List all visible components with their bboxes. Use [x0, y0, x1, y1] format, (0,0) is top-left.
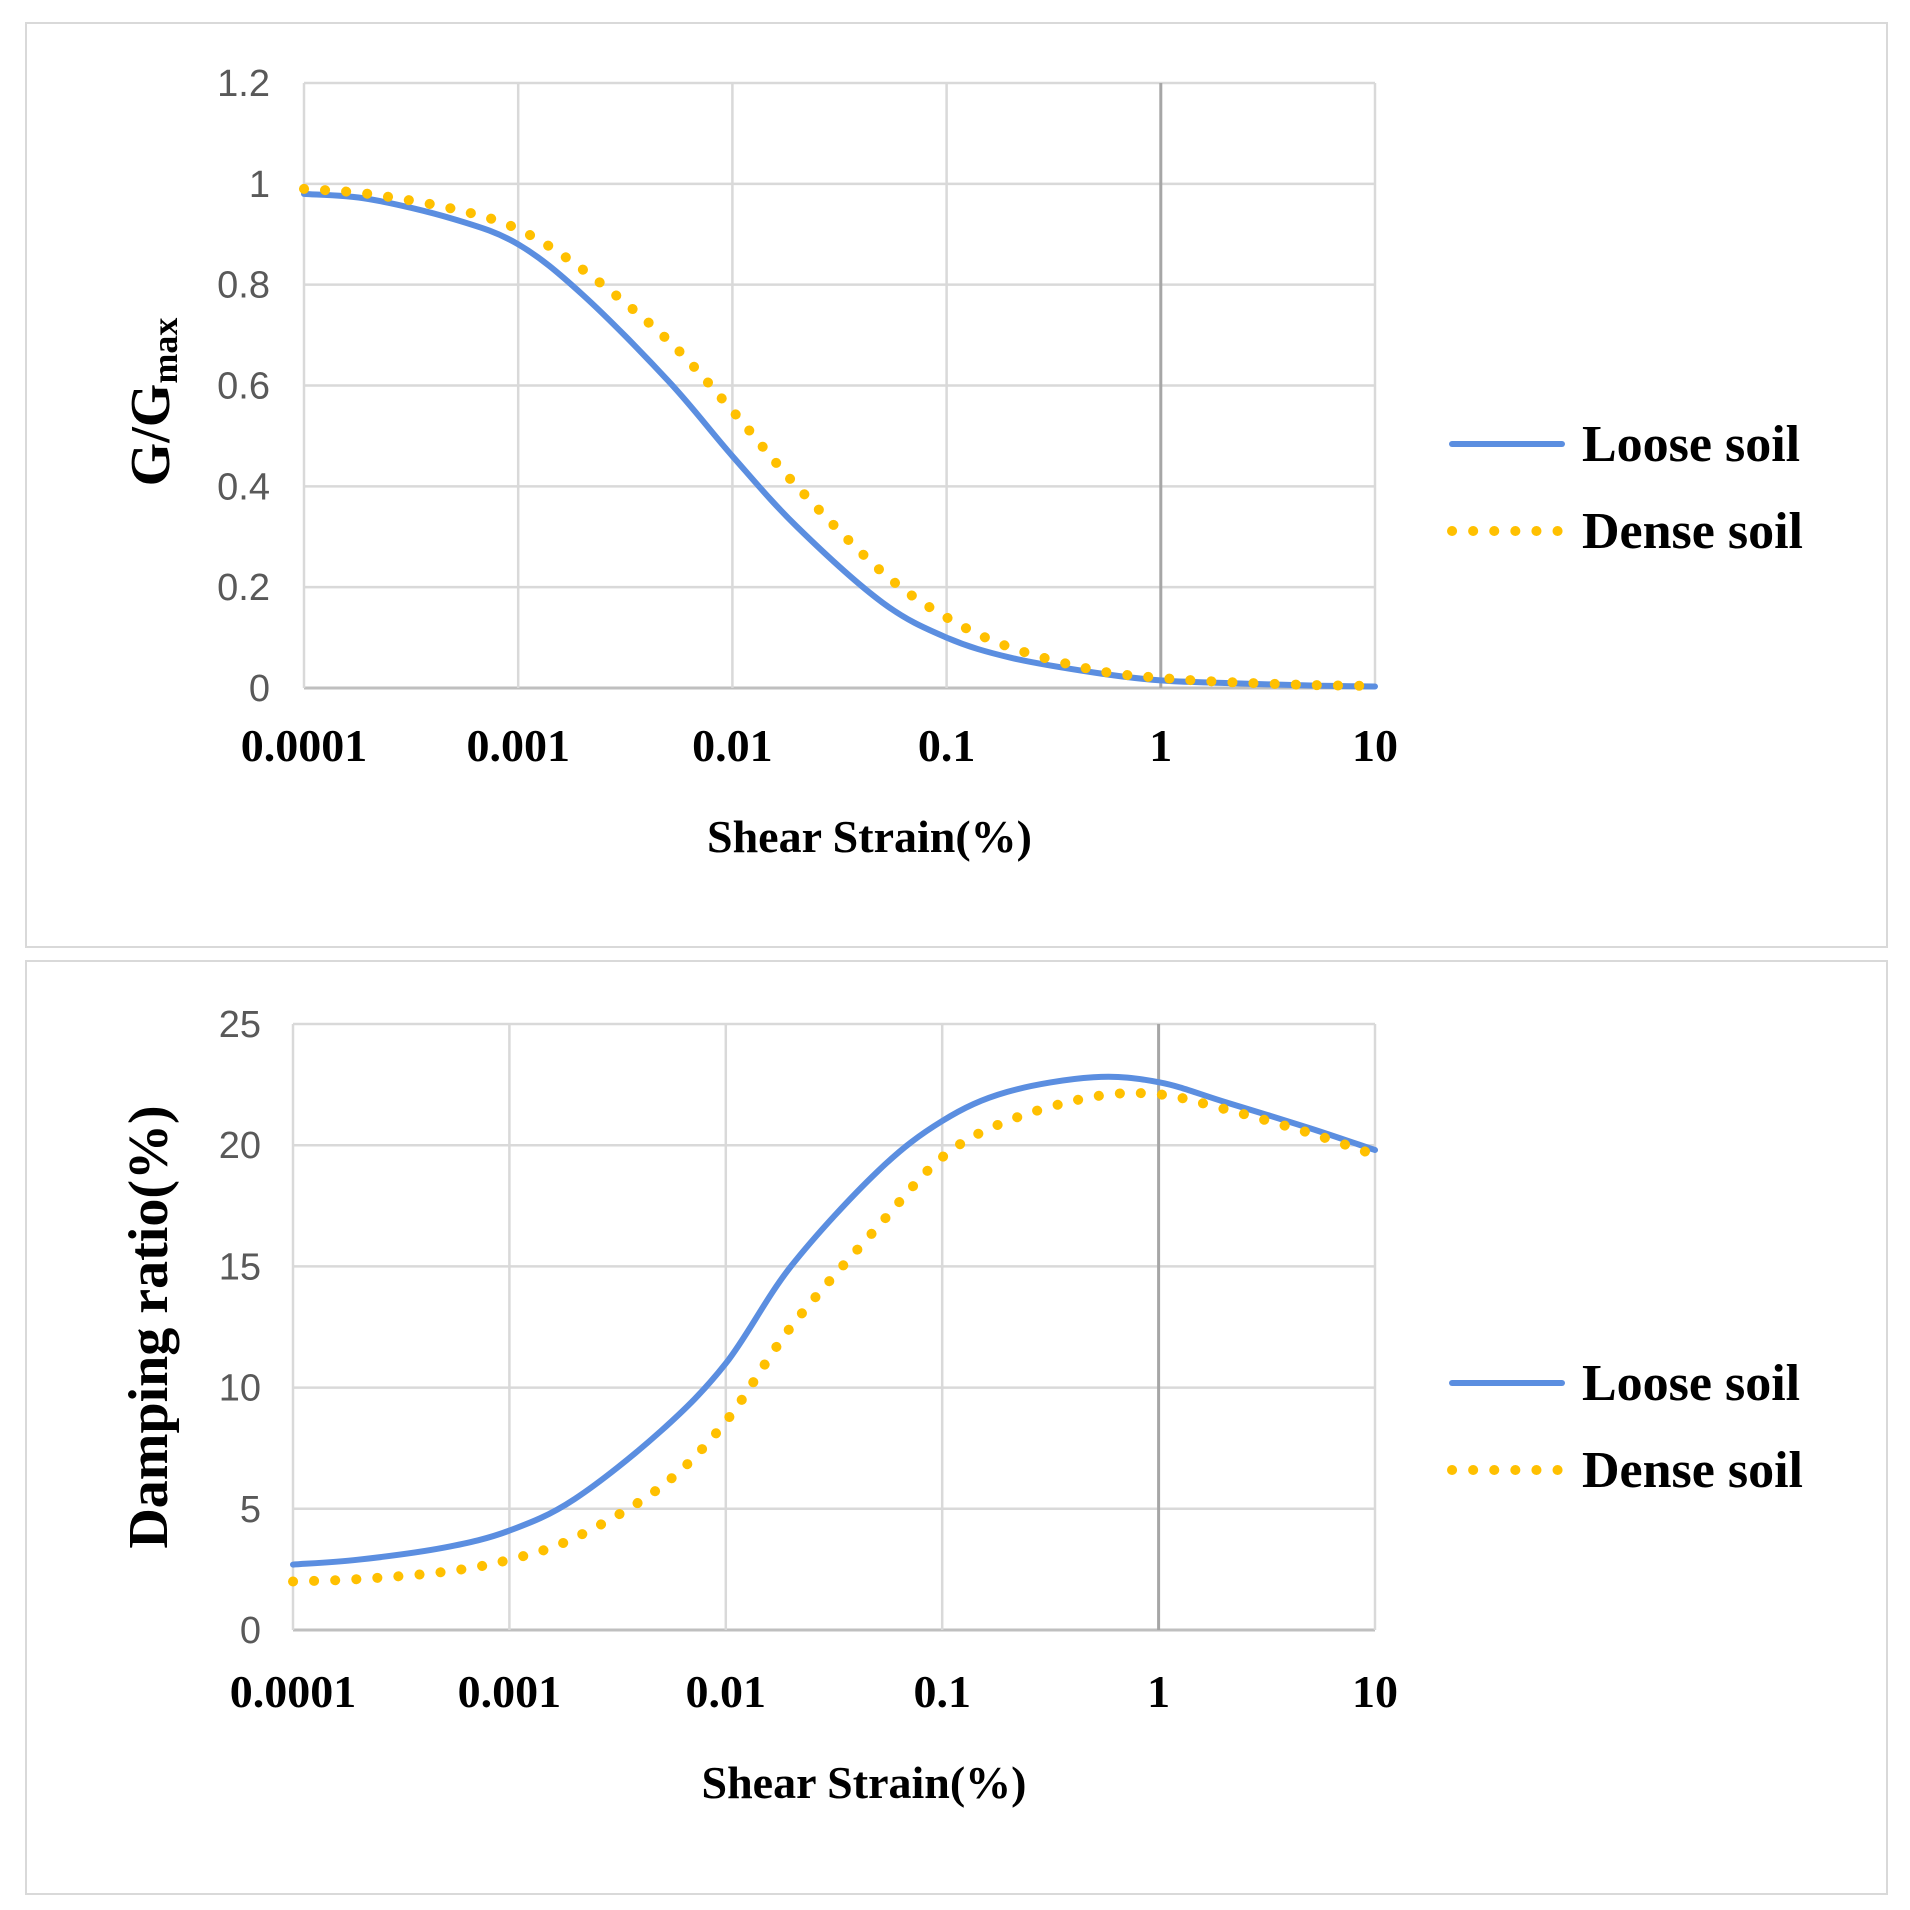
modulus-legend-label: Dense soil: [1582, 503, 1803, 560]
damping-y-tick-label: 25: [219, 1004, 261, 1046]
damping-x-tick-label: 0.0001: [230, 1666, 357, 1717]
modulus-legend-label: Loose soil: [1582, 416, 1800, 473]
chart-panel-modulus: 0 0.2 0.4 0.6 0.8 1 1.2 0.0001 0.001 0.01 0.1 1 10 Sh…: [25, 22, 1888, 948]
damping-x-tick-label: 0.1: [913, 1666, 971, 1717]
modulus-chart-svg: 0 0.2 0.4 0.6 0.8 1 1.2 0.0001 0.001 0.01 0.1 1 10 Sh…: [120, 63, 1803, 862]
damping-series-dense-soil: [288, 1088, 1380, 1587]
damping-y-tick-label: 5: [240, 1489, 261, 1531]
damping-x-tick-label: 0.01: [686, 1666, 767, 1717]
modulus-y-tick-label: 0: [249, 668, 270, 710]
modulus-x-tick-label: 10: [1352, 720, 1398, 771]
chart-panel-damping: 0 5 10 15 20 25 0.0001 0.001 0.01 0.1 1 10 Shear Str…: [25, 960, 1888, 1895]
modulus-y-tick-label: 1: [249, 164, 270, 206]
modulus-y-tick-label: 0.6: [217, 366, 270, 408]
modulus-x-tick-label: 1: [1149, 720, 1172, 771]
modulus-x-tick-label: 0.01: [692, 720, 773, 771]
damping-chart-svg: 0 5 10 15 20 25 0.0001 0.001 0.01 0.1 1 10 Shear Str…: [118, 1004, 1803, 1808]
damping-y-tick-label: 20: [219, 1125, 261, 1167]
damping-y-tick-label: 0: [240, 1610, 261, 1652]
damping-x-tick-label: 1: [1147, 1666, 1170, 1717]
damping-x-axis-title: Shear Strain(%): [702, 1757, 1027, 1808]
damping-legend-label: Loose soil: [1582, 1355, 1800, 1412]
modulus-y-axis-title: G/Gmax: [120, 318, 185, 487]
modulus-x-tick-label: 0.001: [466, 720, 570, 771]
damping-y-tick-label: 15: [219, 1246, 261, 1288]
modulus-y-tick-label: 0.2: [217, 567, 270, 609]
damping-x-tick-label: 10: [1352, 1666, 1398, 1717]
modulus-x-tick-label: 0.1: [918, 720, 976, 771]
modulus-series-dense-soil: [299, 183, 1380, 691]
modulus-y-tick-label: 1.2: [217, 63, 270, 105]
damping-y-tick-label: 10: [219, 1368, 261, 1410]
damping-y-axis-title: Damping ratio(%): [118, 1105, 180, 1548]
modulus-x-tick-label: 0.0001: [241, 720, 368, 771]
modulus-y-tick-label: 0.8: [217, 265, 270, 307]
modulus-x-axis-title: Shear Strain(%): [707, 811, 1032, 862]
damping-series-loose-soil: [290, 1073, 1378, 1568]
damping-legend-label: Dense soil: [1582, 1442, 1803, 1499]
modulus-series-loose-soil: [301, 190, 1378, 690]
modulus-y-tick-label: 0.4: [217, 466, 270, 508]
damping-x-tick-label: 0.001: [458, 1666, 562, 1717]
